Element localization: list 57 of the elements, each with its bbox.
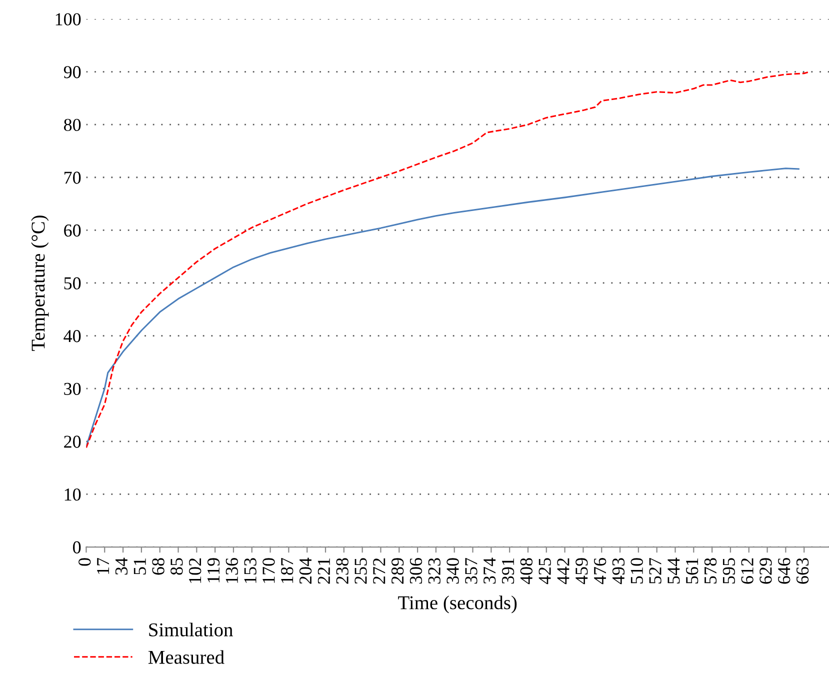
x-tick-label: 663 (796, 558, 809, 584)
x-tick-label: 476 (594, 558, 606, 584)
legend-label: Simulation (149, 622, 233, 636)
legend-label: Measured (148, 650, 224, 664)
y-axis-title: Temperature (°C) (31, 216, 49, 351)
x-tick-label: 187 (281, 558, 294, 583)
y-tick-label: 0 (73, 541, 81, 554)
x-tick-label: 153 (244, 558, 256, 583)
x-tick-label: 595 (722, 558, 735, 584)
x-tick-label: 629 (760, 558, 772, 584)
x-tick-label: 544 (668, 558, 680, 584)
x-tick-label: 85 (170, 558, 183, 575)
y-tick-label: 70 (64, 172, 81, 184)
y-tick-label: 80 (64, 118, 81, 132)
x-tick-label: 306 (410, 558, 422, 584)
x-tick-label: 374 (484, 558, 496, 584)
x-tick-label: 357 (465, 558, 478, 584)
x-tick-label: 68 (152, 558, 164, 575)
x-tick-label: 408 (520, 558, 533, 584)
x-tick-label: 323 (428, 558, 440, 584)
x-tick-label: 51 (134, 558, 146, 574)
x-tick-label: 272 (373, 558, 386, 584)
x-tick-label: 238 (336, 558, 348, 584)
y-tick-label: 100 (56, 13, 81, 26)
x-tick-label: 510 (630, 558, 643, 584)
line-series (86, 168, 800, 448)
y-tick-label: 10 (64, 488, 81, 501)
y-tick-label: 90 (64, 66, 81, 78)
line-series (86, 70, 810, 449)
x-tick-label: 459 (576, 558, 588, 584)
x-tick-label: 204 (299, 558, 312, 584)
x-tick-label: 646 (778, 558, 790, 584)
x-tick-label: 102 (188, 558, 202, 583)
x-tick-label: 289 (391, 558, 404, 584)
y-tick-label: 60 (64, 224, 81, 237)
x-tick-label: 340 (446, 558, 459, 584)
x-axis-title: Time (seconds) (398, 596, 517, 614)
x-tick-label: 136 (226, 558, 238, 583)
x-tick-label: 425 (538, 558, 551, 584)
x-tick-label: 442 (557, 558, 570, 584)
y-tick-label: 20 (64, 436, 81, 448)
y-tick-label: 30 (64, 382, 81, 396)
y-tick-label: 40 (64, 330, 81, 342)
x-tick-label: 170 (262, 558, 275, 583)
x-tick-label: 119 (207, 558, 220, 582)
x-tick-label: 578 (704, 558, 717, 584)
x-tick-label: 221 (318, 558, 330, 584)
y-tick-label: 50 (64, 277, 81, 290)
x-tick-label: 0 (78, 558, 91, 566)
x-tick-label: 34 (115, 558, 128, 575)
x-tick-label: 612 (741, 558, 754, 584)
x-tick-label: 255 (354, 558, 367, 584)
x-tick-label: 561 (686, 558, 698, 584)
x-tick-label: 527 (649, 558, 662, 584)
x-tick-label: 391 (502, 558, 514, 584)
x-tick-label: 493 (612, 558, 625, 584)
x-tick-label: 17 (97, 558, 109, 574)
